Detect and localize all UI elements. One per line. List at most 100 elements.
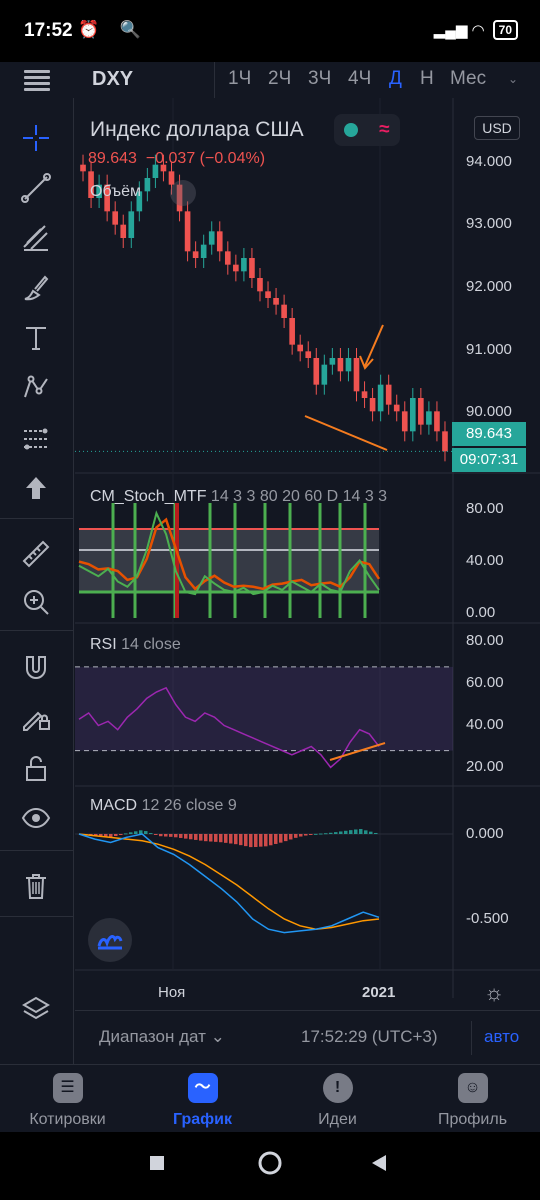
lock-draw-icon[interactable] (18, 700, 54, 736)
magnet-icon[interactable] (18, 650, 54, 686)
text-icon[interactable] (18, 320, 54, 356)
time-axis-label: 2021 (362, 984, 396, 1001)
macd-histogram-bar (164, 834, 168, 837)
price-axis-label: 93.000 (466, 215, 512, 232)
symbol-selector[interactable]: DXY (92, 68, 134, 90)
stoch-band (79, 529, 379, 592)
rsi-params: 14 close (121, 636, 181, 653)
status-alarm-search-icons: ⏰ 🔍 (78, 20, 150, 39)
recents-square-icon[interactable] (148, 1154, 166, 1172)
timeframe-month[interactable]: Мес (450, 68, 487, 89)
nav-profile-label: Профиль (437, 1111, 508, 1128)
candle-body (305, 351, 312, 358)
timeframe-1h[interactable]: 1Ч (228, 68, 252, 89)
brush-icon[interactable] (18, 270, 54, 306)
price-axis-label: 92.000 (466, 278, 512, 295)
stoch-label[interactable]: CM_Stoch_MTF 14 3 3 80 20 60 D 14 3 3 (90, 488, 387, 506)
timeframe-3h[interactable]: 3Ч (308, 68, 332, 89)
tool-separator (0, 518, 74, 519)
date-range-button[interactable]: Диапазон дат ⌄ (99, 1027, 225, 1046)
candle-body (224, 251, 231, 265)
candle-body (289, 318, 295, 345)
fib-icon[interactable] (18, 220, 54, 256)
arrow-up-icon[interactable] (18, 470, 54, 506)
timeframe-chevron-icon[interactable]: ⌄ (507, 72, 518, 86)
eye-icon[interactable] (18, 800, 54, 836)
ruler-icon[interactable] (18, 536, 54, 572)
quotes-list-icon: ☰ (52, 1073, 83, 1103)
macd-histogram-bar (194, 834, 198, 840)
macd-histogram-bar (209, 834, 213, 842)
system-navigation-bar (0, 1132, 540, 1200)
rsi-line (78, 686, 380, 769)
macd-histogram-bar (124, 833, 128, 835)
macd-histogram-bar (204, 834, 208, 842)
chart-svg[interactable] (75, 98, 540, 998)
trend-line-icon[interactable] (18, 170, 54, 206)
market-status[interactable]: ≈ (334, 114, 400, 146)
currency-button[interactable]: USD (474, 116, 520, 140)
timeframe-2h[interactable]: 2Ч (268, 68, 292, 89)
nav-profile[interactable]: ☺ Профиль (405, 1073, 540, 1129)
zoom-icon[interactable] (18, 584, 54, 620)
timeframe-week[interactable]: Н (420, 68, 434, 89)
nav-ideas[interactable]: ! Идеи (270, 1073, 405, 1129)
home-circle-icon[interactable] (257, 1150, 283, 1176)
chart-settings-gear-icon[interactable]: ☼ (484, 980, 505, 1005)
crosshair-icon[interactable] (18, 120, 54, 156)
macd-histogram-bar (179, 834, 183, 838)
layers-icon[interactable] (18, 991, 54, 1027)
legend-last-price: 89.643 (88, 150, 137, 167)
forecast-icon[interactable] (18, 420, 54, 456)
macd-histogram-bar (339, 831, 343, 834)
macd-axis-label: 0.000 (466, 825, 504, 842)
pattern-icon[interactable] (18, 370, 54, 406)
status-time: 17:52 (24, 20, 73, 41)
macd-params: 12 26 close 9 (141, 797, 237, 814)
macd-histogram-bar (149, 833, 153, 835)
profile-smile-icon: ☺ (457, 1073, 488, 1103)
candle-body (104, 184, 110, 212)
nav-chart-label: График (173, 1111, 232, 1128)
candle-body (273, 298, 279, 305)
legend-change: −0.037 (−0.04%) (145, 150, 266, 167)
auto-scale-button[interactable]: авто (484, 1027, 520, 1046)
candle-body (401, 411, 408, 432)
trash-icon[interactable] (18, 868, 54, 904)
back-triangle-icon[interactable] (370, 1154, 388, 1172)
lock-icon[interactable] (18, 750, 54, 786)
macd-histogram-bar (294, 834, 298, 838)
chart-canvas[interactable] (75, 98, 540, 998)
macd-histogram-bar (239, 834, 243, 846)
stoch-axis-label: 0.00 (466, 604, 496, 621)
legend-volume[interactable]: Объём (90, 183, 141, 200)
timezone-button[interactable]: 17:52:29 (UTC+3) (301, 1027, 438, 1046)
macd-histogram-bar (269, 834, 273, 846)
candle-body (208, 231, 215, 245)
candle-body (385, 384, 392, 405)
candle-body (128, 211, 135, 238)
macd-histogram-bar (154, 834, 158, 836)
nav-chart[interactable]: 〜 График (135, 1073, 270, 1129)
menu-icon[interactable] (24, 67, 50, 93)
macd-histogram-bar (259, 834, 263, 847)
price-axis-label: 94.000 (466, 153, 512, 170)
macd-histogram-bar (349, 830, 353, 834)
candle-body (152, 164, 159, 178)
candle-body (80, 164, 86, 172)
timeframe-4h[interactable]: 4Ч (348, 68, 372, 89)
stoch-axis-label: 80.00 (466, 500, 504, 517)
tradingview-logo-icon[interactable] (88, 918, 132, 962)
macd-histogram-bar (214, 834, 218, 842)
macd-histogram-bar (199, 834, 203, 841)
macd-signal-line (78, 833, 380, 930)
macd-label[interactable]: MACD 12 26 close 9 (90, 797, 237, 815)
toolbar-divider (214, 62, 215, 98)
macd-axis-label: -0.500 (466, 910, 509, 927)
macd-histogram-bar (119, 834, 123, 835)
nav-quotes[interactable]: ☰ Котировки (0, 1073, 135, 1129)
system-status-bar: 17:52 ⏰ 🔍 ▂▄▆ ◠ 70 (0, 0, 540, 62)
rsi-label[interactable]: RSI 14 close (90, 636, 181, 654)
timeframe-day[interactable]: Д (389, 68, 402, 89)
range-divider (471, 1021, 472, 1055)
